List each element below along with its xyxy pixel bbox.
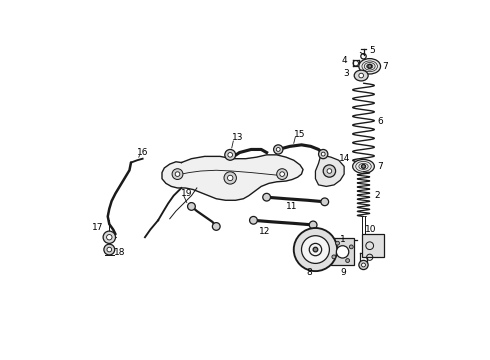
Circle shape — [332, 255, 336, 259]
Circle shape — [277, 169, 288, 180]
Ellipse shape — [353, 159, 374, 173]
Bar — [331, 238, 354, 265]
Circle shape — [359, 73, 364, 78]
Text: 15: 15 — [294, 130, 305, 139]
Polygon shape — [162, 155, 303, 200]
Bar — [362, 234, 384, 257]
Circle shape — [227, 175, 233, 181]
Circle shape — [313, 247, 318, 252]
Circle shape — [301, 236, 329, 264]
Circle shape — [107, 247, 112, 252]
Circle shape — [280, 172, 285, 176]
Circle shape — [321, 152, 325, 156]
Circle shape — [362, 263, 366, 267]
Circle shape — [107, 235, 112, 240]
Text: 18: 18 — [114, 248, 125, 257]
Text: 5: 5 — [369, 46, 375, 55]
Circle shape — [327, 169, 332, 173]
Text: 10: 10 — [365, 225, 376, 234]
Text: 16: 16 — [137, 148, 148, 157]
Circle shape — [336, 246, 349, 258]
Ellipse shape — [359, 59, 381, 74]
Text: 11: 11 — [286, 202, 297, 211]
Text: 8: 8 — [306, 268, 312, 277]
Text: 12: 12 — [259, 228, 270, 237]
Circle shape — [276, 148, 280, 152]
Polygon shape — [316, 155, 344, 186]
Circle shape — [273, 145, 283, 154]
Text: 3: 3 — [343, 69, 349, 78]
Circle shape — [172, 169, 183, 180]
Text: 14: 14 — [339, 154, 350, 163]
Text: 1: 1 — [340, 235, 346, 244]
Circle shape — [225, 149, 236, 160]
Text: 17: 17 — [92, 224, 104, 233]
Circle shape — [368, 64, 371, 68]
Circle shape — [359, 260, 368, 270]
Circle shape — [336, 241, 340, 245]
Circle shape — [349, 245, 353, 249]
Circle shape — [212, 222, 220, 230]
Circle shape — [323, 165, 336, 177]
Circle shape — [224, 172, 236, 184]
Circle shape — [345, 258, 349, 262]
Circle shape — [362, 165, 366, 168]
Circle shape — [294, 228, 337, 271]
Circle shape — [321, 198, 329, 206]
Circle shape — [188, 203, 196, 210]
Ellipse shape — [354, 70, 368, 81]
Circle shape — [103, 231, 116, 243]
Circle shape — [228, 153, 233, 157]
Text: 4: 4 — [342, 57, 347, 66]
Text: 13: 13 — [232, 132, 243, 141]
Circle shape — [309, 221, 317, 229]
Text: 2: 2 — [374, 191, 380, 200]
Circle shape — [175, 172, 180, 176]
Circle shape — [263, 193, 270, 201]
Circle shape — [104, 244, 115, 255]
Circle shape — [249, 216, 257, 224]
Text: 6: 6 — [377, 117, 383, 126]
Text: 19: 19 — [181, 189, 193, 198]
Text: 9: 9 — [340, 268, 346, 277]
Circle shape — [318, 149, 328, 159]
Text: 7: 7 — [382, 62, 388, 71]
Text: 7: 7 — [377, 162, 383, 171]
